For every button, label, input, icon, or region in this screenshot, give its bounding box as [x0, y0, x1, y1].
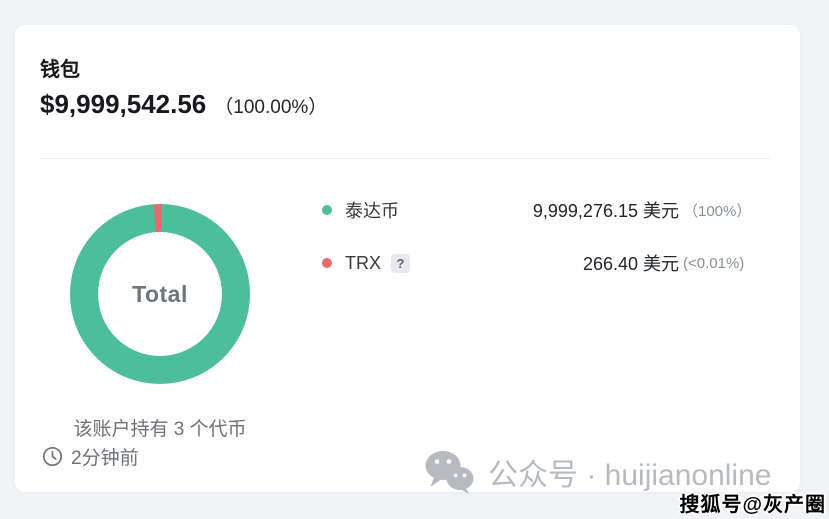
- total-balance-percent: （100.00%）: [214, 97, 328, 118]
- usdt-color-dot: [322, 205, 332, 215]
- trx-help-icon[interactable]: ?: [391, 253, 410, 273]
- token-legend: 泰达币 9,999,276.15 美元 （100%） TRX ? 266.40 …: [322, 197, 775, 303]
- sohu-watermark: 搜狐号@灰产圈: [679, 494, 826, 516]
- legend-row-usdt[interactable]: 泰达币 9,999,276.15 美元 （100%）: [322, 197, 775, 223]
- total-balance-amount: $9,999,542.56: [40, 89, 207, 119]
- trx-token-percent: (<0.01%): [683, 254, 745, 272]
- total-balance: $9,999,542.56 （100.00%）: [40, 89, 327, 120]
- clock-icon: [42, 446, 63, 467]
- trx-token-value: 266.40 美元: [582, 254, 679, 274]
- trx-color-dot: [322, 258, 332, 268]
- trx-token-name: TRX: [345, 252, 381, 273]
- wechat-watermark-text: 公众号 · huijianonline: [488, 459, 772, 492]
- page-title: 钱包: [40, 59, 80, 81]
- token-donut-chart[interactable]: Total: [70, 204, 250, 384]
- legend-row-trx[interactable]: TRX ? 266.40 美元 (<0.01%): [322, 250, 775, 276]
- last-updated-text: 2分钟前: [71, 448, 139, 469]
- holdings-count-text: 该账户持有 3 个代币: [73, 419, 247, 440]
- last-updated: 2分钟前: [42, 443, 139, 470]
- usdt-token-name: 泰达币: [345, 201, 399, 221]
- header-divider: [40, 158, 770, 159]
- donut-hole: Total: [98, 232, 222, 356]
- wallet-card: 钱包 $9,999,542.56 （100.00%） Total 泰达币 9,9…: [15, 25, 800, 492]
- usdt-token-percent: （100%）: [683, 202, 752, 220]
- wechat-watermark: 公众号 · huijianonline: [424, 449, 771, 495]
- usdt-token-value: 9,999,276.15 美元: [532, 201, 679, 221]
- wechat-icon: [425, 451, 474, 495]
- donut-center-label: Total: [132, 280, 188, 307]
